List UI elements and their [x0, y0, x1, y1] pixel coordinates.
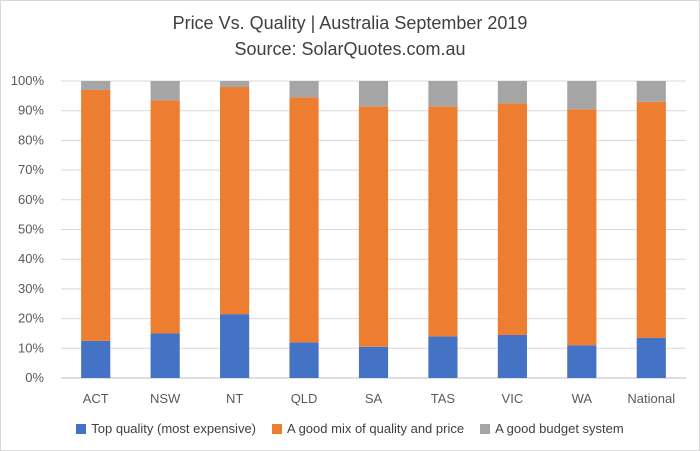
bar-segment: [289, 342, 319, 378]
y-tick-label: 10%: [18, 340, 44, 355]
x-tick-label: WA: [572, 391, 593, 406]
legend-item-good-mix: A good mix of quality and price: [272, 421, 464, 436]
chart-title: Price Vs. Quality | Australia September …: [172, 13, 528, 33]
legend-item-budget: A good budget system: [480, 421, 624, 436]
y-tick-label: 90%: [18, 103, 44, 118]
legend: Top quality (most expensive) A good mix …: [1, 421, 699, 436]
y-tick-label: 40%: [18, 251, 44, 266]
bar-segment: [81, 340, 111, 378]
chart-subtitle: Source: SolarQuotes.com.au: [234, 39, 466, 59]
y-tick-label: 20%: [18, 311, 44, 326]
bar-segment: [497, 81, 527, 104]
bar-segment: [150, 81, 180, 101]
bar-segment: [636, 101, 666, 338]
y-tick-label: 60%: [18, 192, 44, 207]
bar-segment: [358, 106, 389, 347]
y-axis-ticks: 0% 10% 20% 30% 40% 50% 60% 70% 80% 90% 100%: [11, 73, 45, 385]
legend-item-top-quality: Top quality (most expensive): [76, 421, 256, 436]
bar-segment: [567, 345, 597, 378]
y-tick-label: 70%: [18, 162, 44, 177]
bar-segment: [636, 81, 666, 102]
x-tick-label: VIC: [502, 391, 524, 406]
bar-segment: [358, 81, 389, 107]
bar-segment: [81, 89, 111, 341]
x-tick-label: NT: [226, 391, 243, 406]
bar-segment: [289, 97, 319, 343]
x-tick-label: QLD: [291, 391, 318, 406]
x-tick-label: NSW: [150, 391, 181, 406]
bar-segment: [428, 81, 458, 107]
y-tick-label: 0%: [25, 370, 44, 385]
bar-segment: [220, 314, 250, 378]
bar-segment: [220, 86, 250, 315]
legend-label-top-quality: Top quality (most expensive): [91, 421, 257, 436]
bar-segment: [358, 346, 389, 378]
legend-label-budget: A good budget system: [495, 421, 624, 436]
legend-swatch-budget: [480, 423, 491, 434]
bar-segment: [497, 103, 527, 335]
bar-segment: [636, 337, 666, 378]
bar-segment: [497, 334, 527, 378]
y-tick-label: 80%: [18, 132, 44, 147]
bar-segment: [150, 333, 180, 378]
x-tick-label: National: [627, 391, 675, 406]
x-axis-ticks: ACT NSW NT QLD SA TAS VIC WA National: [83, 391, 676, 406]
bar-segment: [567, 109, 597, 346]
bar-series: [81, 81, 666, 378]
y-tick-label: 30%: [18, 281, 44, 296]
bar-segment: [81, 81, 111, 90]
legend-label-good-mix: A good mix of quality and price: [287, 421, 465, 436]
bar-segment: [567, 81, 597, 110]
x-tick-label: SA: [365, 391, 383, 406]
bar-segment: [428, 336, 458, 378]
y-tick-label: 50%: [18, 222, 44, 237]
bar-segment: [220, 81, 250, 87]
bar-segment: [428, 106, 458, 337]
x-tick-label: ACT: [83, 391, 109, 406]
legend-swatch-top-quality: [76, 423, 87, 434]
bar-segment: [289, 81, 319, 98]
bar-segment: [150, 100, 180, 334]
x-tick-label: TAS: [431, 391, 456, 406]
y-tick-label: 100%: [11, 73, 45, 88]
legend-swatch-good-mix: [272, 423, 283, 434]
